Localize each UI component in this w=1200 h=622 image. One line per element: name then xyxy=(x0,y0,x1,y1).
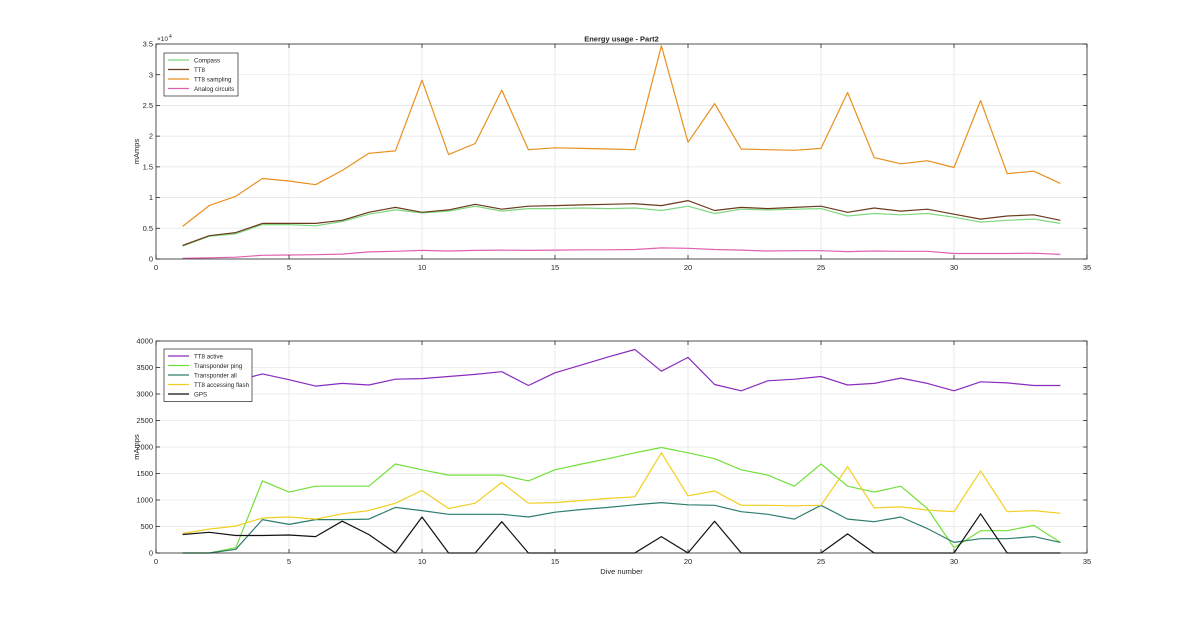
x-tick-label: 15 xyxy=(551,557,559,566)
series-line-tt8 xyxy=(182,200,1061,247)
chart-2: 0 5 10 15 20 25 30 35 0 500 1000 1500 2000 2500 3000 35… xyxy=(132,337,1091,576)
x-axis-label: Dive number xyxy=(600,567,643,576)
legend-label: Analog circuits xyxy=(194,86,234,93)
y-tick-label: 2000 xyxy=(136,443,153,452)
y-tick-label: 0 xyxy=(149,549,153,558)
y-tick-label: 0.5 xyxy=(143,224,153,233)
legend-label: TT8 active xyxy=(194,353,223,360)
series-line-tt8-sampling xyxy=(182,45,1061,227)
x-tick-label: 35 xyxy=(1083,263,1091,272)
y-tick-label: 0 xyxy=(149,255,153,264)
series-line-tt8-active xyxy=(182,348,1061,398)
legend-label: Transponder all xyxy=(194,372,237,379)
x-tick-label: 20 xyxy=(684,263,692,272)
x-tick-label: 20 xyxy=(684,557,692,566)
x-tick-label: 30 xyxy=(950,263,958,272)
series-line-compass xyxy=(182,205,1061,247)
y-tick-label: 1 xyxy=(149,193,153,202)
legend-label: Transponder ping xyxy=(194,363,243,370)
y-axis-label: mAmps xyxy=(132,434,141,460)
y-tick-label: 3 xyxy=(149,70,153,79)
chart-1: 0 5 10 15 20 25 30 35 0 0.5 1 1.5 2 2.5 3 3.5 ×10 4 Energy… xyxy=(132,34,1091,272)
y-tick-label: 2.5 xyxy=(143,101,153,110)
y-tick-label: 2500 xyxy=(136,416,153,425)
y-tick-label: 4000 xyxy=(136,337,153,346)
y-tick-label: 3.5 xyxy=(143,40,153,49)
legend-label: TT8 sampling xyxy=(194,76,232,83)
x-tick-label: 30 xyxy=(950,557,958,566)
y-tick-label: 500 xyxy=(140,522,153,531)
x-tick-label: 15 xyxy=(551,263,559,272)
x-tick-label: 10 xyxy=(418,557,426,566)
legend-label: Compass xyxy=(194,57,220,64)
y-exponent-label: ×10 xyxy=(157,36,168,43)
y-exponent-power: 4 xyxy=(169,34,172,40)
plot-area xyxy=(156,44,1087,259)
series-line-tt8-accessing-flash xyxy=(182,452,1061,534)
legend-label: TT8 xyxy=(194,67,206,74)
x-tick-label: 25 xyxy=(817,263,825,272)
y-axis-label: mAmps xyxy=(132,139,141,165)
y-tick-label: 1500 xyxy=(136,469,153,478)
series-line-analog-circuits xyxy=(182,247,1061,259)
y-tick-label: 1.5 xyxy=(143,162,153,171)
series-line-transponder-all xyxy=(182,502,1061,554)
legend: Compass TT8 TT8 sampling Analog circuits xyxy=(163,52,239,97)
y-tick-label: 3000 xyxy=(136,390,153,399)
x-tick-label: 35 xyxy=(1083,557,1091,566)
legend-label: TT8 accessing flash xyxy=(194,382,250,389)
series-line-transponder-ping xyxy=(182,446,1061,554)
axes-box xyxy=(155,43,1088,260)
x-tick-label: 25 xyxy=(817,557,825,566)
y-tick-label: 1000 xyxy=(136,496,153,505)
x-tick-label: 5 xyxy=(287,557,291,566)
x-tick-label: 0 xyxy=(154,263,158,272)
x-tick-label: 5 xyxy=(287,263,291,272)
chart-title: Energy usage - Part2 xyxy=(584,35,659,44)
x-tick-label: 10 xyxy=(418,263,426,272)
y-tick-label: 3500 xyxy=(136,363,153,372)
y-tick-label: 2 xyxy=(149,132,153,141)
legend: TT8 active Transponder ping Transponder al… xyxy=(163,348,253,402)
x-tick-label: 0 xyxy=(154,557,158,566)
legend-label: GPS xyxy=(194,391,207,398)
